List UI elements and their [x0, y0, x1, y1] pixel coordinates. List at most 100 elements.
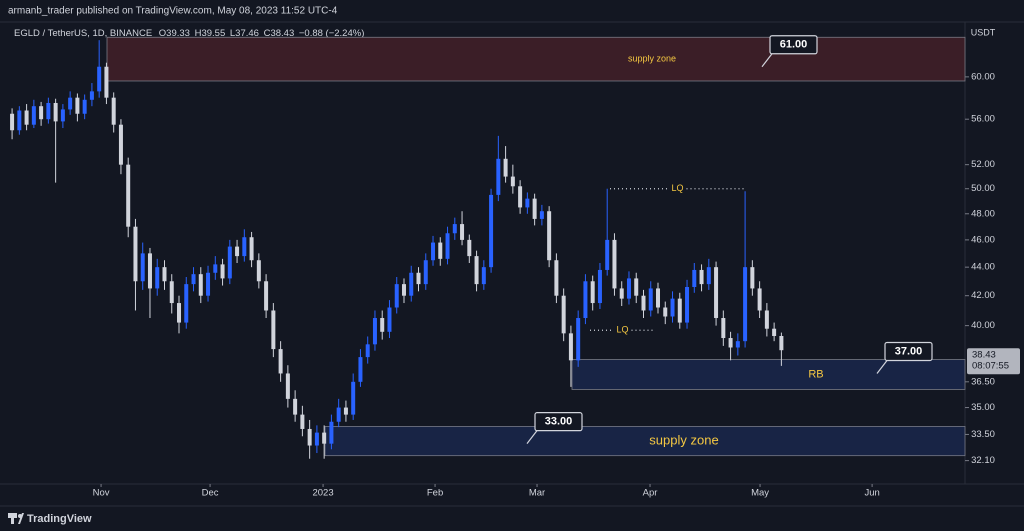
candle-body [314, 432, 319, 446]
candle-body [256, 260, 261, 282]
liquidity-label: LQ [671, 183, 683, 193]
candle-body [750, 267, 755, 289]
candle-body [104, 66, 109, 98]
candle-body [619, 288, 624, 299]
y-tick-label: 52.00 [971, 159, 995, 170]
zone [106, 36, 966, 82]
legend-change: −0.88 (−2.24%) [299, 28, 365, 39]
zone [571, 359, 966, 390]
candle-body [518, 186, 523, 208]
candle-body [401, 284, 406, 296]
candle-body [53, 102, 58, 122]
candle-body [685, 286, 690, 323]
x-tick-label: Dec [202, 488, 219, 499]
callout-pointer [526, 430, 538, 445]
legend-high: H39.55 [195, 28, 226, 39]
legend-open: O39.33 [159, 28, 190, 39]
candle-body [576, 318, 581, 361]
candle-body [445, 233, 450, 259]
candle-body [31, 106, 36, 125]
candle-body [489, 194, 494, 268]
candle-body [467, 239, 472, 257]
candle-body [365, 344, 370, 358]
candle-body [97, 66, 102, 92]
candle-body [60, 109, 65, 122]
y-tick-label: 48.00 [971, 208, 995, 219]
callout-label: 33.00 [545, 416, 573, 428]
candle-body [271, 310, 276, 350]
candle-body [133, 226, 138, 282]
candle-body [568, 333, 573, 361]
candle-body [220, 264, 225, 279]
x-tick-label: Jun [864, 488, 879, 499]
candle-body [343, 407, 348, 415]
y-tick-label: 46.00 [971, 234, 995, 245]
candle-body [300, 414, 305, 429]
candle-body [206, 272, 211, 296]
candle-body [39, 106, 44, 120]
footer-brand: TradingView [27, 513, 92, 525]
last-price-tag [967, 348, 1020, 375]
candle-body [307, 428, 312, 446]
candle-body [641, 295, 646, 311]
candle-body [118, 124, 123, 165]
candle-body [10, 113, 15, 131]
y-tick-label: 50.00 [971, 183, 995, 194]
candle-body [126, 164, 131, 227]
countdown-label: 08:07:55 [972, 361, 1009, 372]
x-tick-label: 2023 [312, 488, 333, 499]
candle-body [17, 110, 22, 131]
legend-symbol: EGLD / TetherUS, 1D, BINANCE [14, 28, 152, 39]
callout-box [534, 412, 583, 432]
candle-body [111, 97, 116, 125]
zone [324, 426, 966, 457]
candle-body [706, 267, 711, 285]
liquidity-label: LQ [616, 325, 628, 335]
candle-body [779, 335, 784, 351]
candle-body [539, 211, 544, 219]
candle-body [597, 269, 602, 304]
candle-body [169, 281, 174, 304]
candle-body [431, 242, 436, 261]
candle-body [162, 267, 167, 282]
candle-body [227, 246, 232, 279]
x-tick-label: Mar [529, 488, 545, 499]
candle-body [692, 269, 697, 287]
candle-body [68, 97, 73, 110]
candle-body [510, 176, 515, 187]
candle-body [89, 91, 94, 100]
candle-body [249, 237, 254, 261]
candle-body [394, 284, 399, 308]
callout-label: 37.00 [895, 345, 923, 357]
candle-body [75, 97, 80, 114]
y-tick-label: 40.00 [971, 320, 995, 331]
candle-body [757, 288, 762, 311]
zone-label: RB [808, 368, 823, 380]
tv-logo [8, 513, 24, 524]
candle-body [423, 260, 428, 285]
candle-body [583, 281, 588, 319]
candle-body [147, 253, 152, 289]
publisher-line: armanb_trader published on TradingView.c… [8, 6, 338, 17]
candle-body [191, 274, 196, 285]
candle-body [532, 198, 537, 219]
y-tick-label: 36.50 [971, 376, 995, 387]
callout-label: 61.00 [780, 39, 808, 51]
zone-label: supply zone [628, 54, 676, 64]
candle-body [184, 284, 189, 323]
candle-body [699, 269, 704, 285]
legend-close: C38.43 [264, 28, 295, 39]
candle-body [46, 102, 51, 120]
candle-body [496, 158, 501, 195]
x-tick-label: Feb [427, 488, 443, 499]
candle-body [474, 256, 479, 285]
callout-pointer [876, 360, 888, 374]
candle-body [764, 310, 769, 329]
candle-body [728, 338, 733, 348]
x-tick-label: Nov [93, 488, 110, 499]
last-price-label: 38.43 [972, 350, 996, 361]
candle-body [264, 281, 269, 311]
y-tick-label: 42.00 [971, 290, 995, 301]
